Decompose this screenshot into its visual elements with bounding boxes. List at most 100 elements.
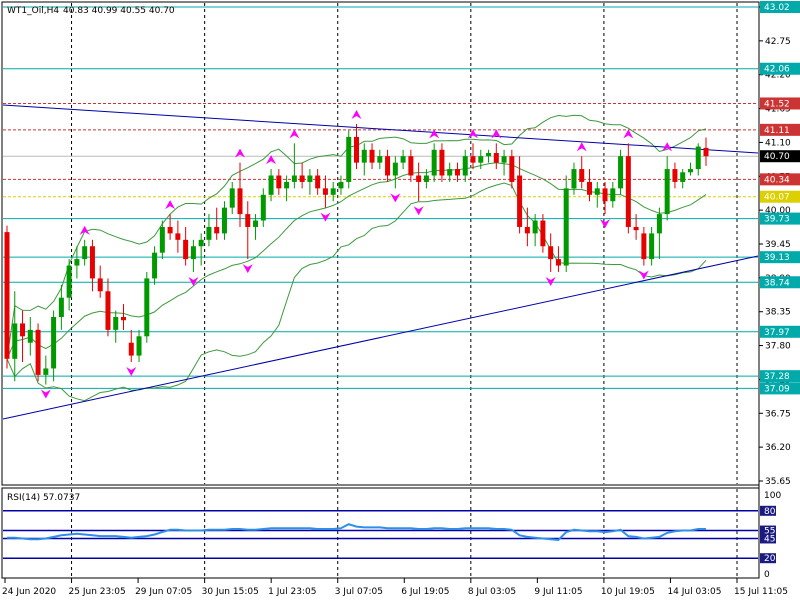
up-fractal-arrow — [491, 129, 502, 139]
price-tick-label: 37.80 — [765, 342, 791, 352]
bear-candle — [121, 316, 126, 321]
level-label: 38.74 — [764, 278, 790, 288]
rsi-tick-label: 45 — [764, 534, 775, 544]
bull-candle — [687, 169, 693, 173]
bull-candle — [136, 336, 142, 356]
level-label-bg — [760, 97, 800, 110]
time-axis[interactable]: 24 Jun 2020 25 Jun 23:05 29 Jun 07:05 30 Ju… — [2, 578, 788, 597]
level-label-bg — [760, 1, 800, 13]
bear-candle — [299, 175, 305, 182]
rsi-level-label-bg — [760, 533, 776, 544]
bull-candle — [66, 265, 72, 298]
bull-candle — [284, 181, 290, 189]
price-levels — [3, 6, 758, 389]
trendlines[interactable] — [2, 104, 759, 420]
level-label: 42.06 — [764, 65, 790, 75]
up-fractal-arrow — [165, 200, 176, 210]
ohlc-readout: 40.83 40.99 40.55 40.70 — [63, 6, 175, 16]
bull-candle — [58, 297, 64, 317]
bear-candle — [245, 214, 251, 227]
bear-candle — [175, 233, 181, 240]
bear-candle — [322, 188, 328, 195]
bear-candle — [524, 226, 530, 234]
bull-candle — [447, 169, 453, 176]
rsi-tick-label: 0 — [764, 570, 770, 580]
bull-candle — [159, 226, 165, 253]
bear-candle — [214, 226, 220, 234]
price-axis[interactable]: 43.0242.7542.2041.6541.1040.5540.0039.45… — [758, 1, 800, 578]
level-label: 40.34 — [764, 175, 790, 185]
bull-candle — [618, 156, 624, 189]
level-label-bg — [760, 251, 800, 264]
candles — [4, 124, 709, 385]
rsi-tick-label: 100 — [764, 491, 781, 501]
down-fractal-arrow — [126, 367, 137, 377]
up-fractal-arrow — [289, 129, 300, 139]
bull-candle — [377, 156, 383, 163]
time-label: 25 Jun 23:05 — [69, 587, 126, 597]
bear-candle — [105, 291, 111, 330]
time-label: 3 Jul 07:05 — [335, 587, 383, 597]
up-fractal-arrow — [468, 129, 478, 139]
bull-candle — [423, 175, 429, 182]
bear-candle — [369, 149, 375, 163]
bear-candle — [633, 226, 639, 231]
time-label: 1 Jul 23:05 — [268, 587, 316, 597]
current-price-bg — [760, 150, 800, 163]
bull-candle — [532, 220, 538, 234]
level-label: 37.97 — [764, 328, 790, 338]
bull-candle — [346, 136, 352, 182]
down-fractal-arrow — [413, 206, 424, 216]
bull-candle — [198, 239, 204, 247]
bear-candle — [625, 156, 631, 227]
bull-candle — [307, 175, 313, 182]
level-label: 41.11 — [764, 126, 790, 136]
rsi-level-label-bg — [760, 553, 776, 564]
down-fractal-arrow — [40, 389, 51, 399]
rsi-line — [7, 523, 706, 542]
bull-candle — [221, 207, 227, 234]
price-tick-label: 39.45 — [765, 240, 791, 250]
time-label: 30 Jun 15:05 — [202, 587, 259, 597]
bull-candle — [260, 194, 266, 221]
level-label: 40.07 — [764, 193, 790, 203]
down-fractal-arrow — [600, 219, 611, 229]
up-fractal-arrow — [576, 142, 587, 152]
bear-candle — [128, 342, 134, 356]
level-label-bg — [760, 190, 800, 203]
bear-candle — [276, 175, 282, 189]
bear-candle — [587, 181, 592, 195]
bear-candle — [555, 259, 561, 266]
rsi-tick-label: 80 — [764, 507, 776, 517]
bollinger-lower — [6, 182, 707, 402]
resistance-trendline — [2, 104, 759, 154]
price-level-labels: 43.02 42.06 41.52 41.11 40.34 40.07 39.73 39.13… — [760, 1, 800, 395]
bull-candle — [392, 162, 398, 176]
level-label: 43.02 — [764, 3, 790, 13]
bear-candle — [454, 169, 460, 176]
bear-candle — [703, 147, 709, 157]
bear-candle — [354, 136, 359, 163]
level-label: 39.73 — [764, 215, 790, 225]
bull-candle — [144, 278, 150, 337]
up-fractal-arrow — [662, 142, 673, 152]
fractal-arrows — [40, 110, 673, 399]
rsi-label: RSI(14) 57.0737 — [7, 493, 80, 503]
bull-candle — [206, 226, 212, 240]
bull-candle — [361, 149, 367, 163]
bull-candle — [43, 368, 49, 375]
bear-candle — [672, 169, 678, 182]
main-pane[interactable]: WT1_Oil,H4 40.83 40.99 40.55 40.70 — [1, 1, 760, 486]
up-fractal-arrow — [79, 225, 90, 235]
level-label-bg — [760, 173, 800, 186]
level-label-bg — [760, 62, 800, 75]
bear-candle — [439, 149, 445, 176]
up-fractal-arrow — [623, 129, 634, 139]
bear-candle — [602, 188, 608, 202]
bull-candle — [291, 175, 297, 182]
time-label: 9 Jul 11:05 — [534, 587, 582, 597]
bear-candle — [517, 175, 523, 227]
bear-candle — [641, 233, 647, 260]
